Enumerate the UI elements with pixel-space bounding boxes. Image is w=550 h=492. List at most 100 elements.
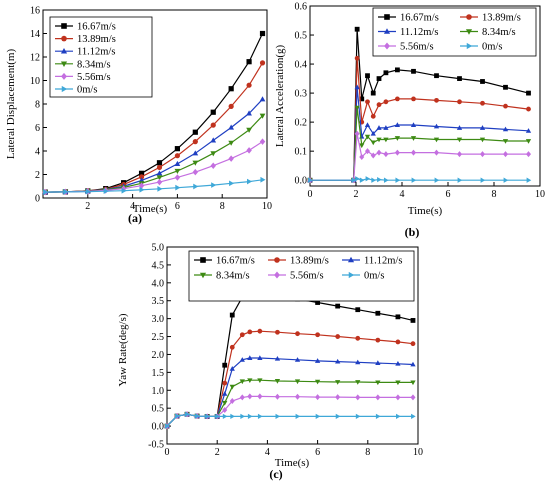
- legend-label: 5.56m/s: [290, 271, 324, 282]
- data-point: [456, 151, 463, 158]
- data-point: [395, 339, 401, 345]
- y-tick-label: 2.0: [152, 350, 165, 361]
- data-point: [210, 137, 217, 143]
- data-point: [295, 413, 301, 420]
- data-point: [295, 331, 300, 337]
- data-point: [260, 176, 266, 183]
- data-point: [371, 177, 377, 183]
- y-tick-label: -0.5: [148, 440, 164, 451]
- panel-label: (a): [128, 211, 142, 225]
- data-point: [364, 148, 371, 155]
- data-point: [395, 380, 401, 386]
- y-axis-label: Yaw Rate(deg/s): [117, 313, 129, 386]
- data-point: [456, 137, 463, 143]
- data-point: [156, 160, 163, 166]
- data-point: [394, 122, 401, 127]
- y-tick-label: 12: [30, 53, 40, 64]
- data-point: [247, 329, 253, 335]
- x-axis-label: Time(s): [275, 457, 310, 469]
- y-tick-label: 2.5: [152, 332, 165, 343]
- data-point: [222, 406, 228, 413]
- data-point: [355, 394, 361, 401]
- y-tick-label: 3.5: [152, 296, 165, 307]
- data-point: [259, 60, 266, 66]
- data-point: [359, 153, 365, 160]
- data-point: [229, 180, 235, 187]
- data-point: [229, 398, 235, 405]
- data-point: [479, 151, 486, 158]
- y-tick-label: 5.0: [152, 243, 165, 254]
- data-point: [433, 137, 440, 143]
- legend-label: 11.12m/s: [364, 256, 402, 267]
- data-point: [308, 177, 313, 183]
- data-point: [355, 413, 361, 420]
- series-line-5: [310, 178, 529, 181]
- data-point: [222, 362, 228, 368]
- data-point: [174, 168, 181, 174]
- data-point: [525, 128, 532, 133]
- data-point: [192, 150, 199, 156]
- data-point: [355, 176, 360, 182]
- data-point: [43, 189, 49, 195]
- data-point: [354, 105, 360, 111]
- data-point: [335, 413, 341, 420]
- data-point: [394, 136, 401, 141]
- data-point: [376, 125, 382, 130]
- data-point: [121, 187, 127, 194]
- y-tick-label: 0.0: [152, 422, 165, 433]
- data-point: [247, 413, 253, 420]
- data-point: [246, 82, 252, 88]
- data-point: [195, 413, 200, 419]
- data-point: [240, 413, 246, 420]
- data-point: [274, 355, 281, 361]
- y-tick-label: 0.5: [152, 404, 165, 415]
- legend-label: 13.89m/s: [77, 34, 116, 45]
- data-point: [247, 378, 253, 384]
- y-tick-label: 10: [30, 76, 40, 87]
- y-tick-label: 0.1: [295, 147, 308, 158]
- data-point: [165, 423, 170, 429]
- data-point: [411, 96, 416, 102]
- data-point: [229, 384, 235, 390]
- data-point: [210, 162, 216, 169]
- plot-frame: [166, 246, 419, 445]
- data-point: [355, 307, 361, 313]
- y-tick-label: 0.5: [295, 31, 308, 42]
- legend-marker: [200, 257, 206, 263]
- y-tick-label: 4.5: [152, 260, 165, 271]
- data-point: [156, 164, 163, 171]
- data-point: [503, 103, 508, 109]
- data-point: [222, 391, 228, 396]
- data-point: [228, 140, 235, 146]
- x-tick-label: 4: [400, 189, 405, 200]
- data-point: [210, 109, 216, 115]
- data-point: [526, 106, 531, 112]
- x-tick-label: 8: [492, 189, 497, 200]
- x-tick-label: 0: [308, 189, 313, 200]
- legend-label: 0m/s: [364, 271, 384, 282]
- data-point: [370, 152, 376, 159]
- legend-label: 5.56m/s: [400, 42, 434, 53]
- data-point: [210, 122, 216, 128]
- data-point: [394, 149, 400, 156]
- data-point: [376, 137, 382, 143]
- series-line-2: [45, 98, 263, 193]
- legend-marker: [61, 23, 67, 29]
- y-tick-label: 0: [35, 194, 40, 205]
- x-axis-label: Time(s): [133, 203, 168, 215]
- data-point: [479, 125, 486, 130]
- data-point: [257, 378, 263, 384]
- series-line-1: [310, 58, 529, 181]
- data-point: [139, 186, 145, 193]
- data-point: [222, 380, 228, 386]
- data-point: [395, 394, 401, 401]
- data-point: [257, 393, 263, 400]
- data-point: [274, 393, 280, 400]
- data-point: [211, 182, 217, 188]
- data-point: [239, 379, 245, 385]
- data-point: [257, 328, 263, 334]
- x-tick-label: 0: [165, 447, 170, 458]
- data-point: [383, 137, 389, 143]
- data-point: [457, 177, 463, 183]
- data-point: [259, 30, 266, 37]
